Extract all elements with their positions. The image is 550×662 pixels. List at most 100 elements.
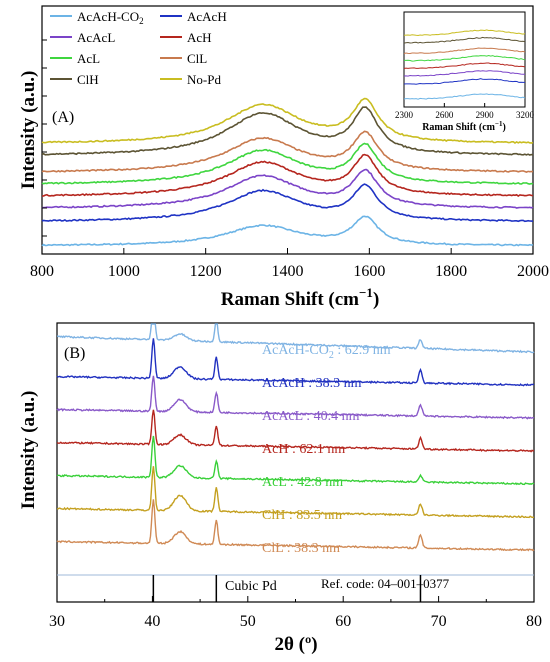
xrd-series-label-name: AcH (262, 442, 288, 457)
xrd-series-label-name: ClL (262, 541, 283, 556)
xrd-series-label-size: : 62.9 nm (334, 343, 391, 358)
xrd-series-label-name: AcAcH-CO (262, 343, 329, 358)
xrd-series-label-size: : 83.5 nm (285, 508, 342, 523)
panel-a-series-group (41, 97, 534, 247)
inset-series-line-clh (403, 36, 526, 44)
xrd-series-label-size: : 42.8 nm (286, 475, 343, 490)
xrd-series-line-ach (56, 409, 535, 453)
xrd-series-label: AcH : 62.1 nm (262, 442, 345, 457)
panel-a-x-axis-title-main: Raman Shift (cm (221, 289, 359, 310)
legend-label: AcH (187, 30, 212, 45)
xrd-series-label-size: : 38.3 nm (305, 376, 362, 391)
reference-stick-pattern (152, 575, 422, 602)
inset-series-line-ach (403, 62, 526, 69)
inset-series-line-cll (403, 47, 526, 55)
panel-b-y-axis-title: Intensity (a.u.) (18, 391, 39, 510)
xrd-series-label-size: : 62.1 nm (288, 442, 345, 457)
xrd-series-label: ClL : 38.3 nm (262, 541, 340, 556)
x-tick-label: 50 (240, 613, 256, 630)
inset-tick-label: 3200 (516, 110, 535, 120)
series-line-acacl (41, 168, 534, 209)
inset-x-ticks: 2300 2600 2900 3200 (395, 103, 535, 120)
x-tick-label: 60 (335, 613, 351, 630)
xrd-series-line-acach (56, 338, 535, 387)
series-line-cll (41, 130, 533, 173)
x-tick-label: 1000 (108, 263, 140, 280)
legend-label-sub: 2 (139, 16, 144, 26)
panel-b-plot-frame (56, 322, 535, 603)
xrd-series-line-clh (56, 466, 535, 519)
xrd-series-label-name: ClH (262, 508, 285, 523)
xrd-series-label: ClH : 83.5 nm (262, 508, 342, 523)
panel-b-series-labels: AcAcH-CO2 : 62.9 nm AcAcH : 38.3 nm AcAcL … (262, 343, 391, 556)
panel-b-series-group (56, 323, 535, 552)
x-tick-label: 70 (431, 613, 447, 630)
inset-tick-label: 2600 (435, 110, 454, 120)
panel-a-x-axis-title-sup: −1 (359, 285, 373, 300)
x-tick-label: 1400 (272, 263, 304, 280)
xrd-series-label: AcAcH : 38.3 nm (262, 376, 362, 391)
inset-x-axis-title-main: Raman Shift (cm (422, 122, 495, 133)
panel-b-label: (B) (64, 345, 85, 362)
xrd-series-label-name: AcAcH (262, 376, 305, 391)
xrd-series-label: AcAcL : 40.4 nm (262, 409, 360, 424)
series-line-acl (41, 142, 534, 185)
inset-tick-label: 2300 (395, 110, 414, 120)
series-line-no-pd (41, 97, 534, 144)
xrd-series-label-sub: 2 (329, 350, 334, 361)
panel-b-x-ticks: 30 40 50 60 70 80 (49, 596, 542, 630)
xrd-series-label-name: AcL (262, 475, 286, 490)
legend-label: AcAcH (187, 9, 227, 24)
series-line-ach (41, 153, 534, 197)
xrd-series-line-cll (56, 499, 535, 552)
panel-a-y-axis-title: Intensity (a.u.) (18, 71, 39, 190)
inset-series-line-acach (403, 78, 525, 85)
inset-series-line-acl (404, 54, 526, 62)
legend-label: AcL (77, 51, 100, 66)
x-tick-label: 1200 (190, 263, 222, 280)
reference-code: Ref. code: 04–001–0377 (321, 576, 450, 591)
xrd-series-label: AcAcH-CO2 : 62.9 nm (262, 343, 391, 361)
panel-a-x-axis-title-tail: ) (373, 289, 379, 310)
inset-frame (403, 11, 526, 108)
legend-label: ClL (187, 51, 207, 66)
inset-series-line-acacl (403, 70, 525, 77)
panel-a-inset: 2300 2600 2900 3200 Raman Shift (cm−1) (395, 11, 535, 133)
inset-series-group (403, 29, 526, 100)
x-tick-label: 1600 (353, 263, 385, 280)
inset-series-line-acach-co2 (403, 93, 526, 100)
panel-a-label: (A) (52, 109, 74, 126)
x-tick-label: 40 (144, 613, 160, 630)
panel-a-x-ticks: 800 1000 1200 1400 1600 1800 2000 (30, 39, 549, 280)
panel-a-x-axis-title: Raman Shift (cm−1) (221, 285, 380, 310)
series-line-clh (41, 106, 534, 156)
panel-a-raman-chart: 800 1000 1200 1400 1600 1800 2000 (A) AcAcH-CO… (18, 5, 549, 310)
legend-label: ClH (77, 72, 99, 87)
inset-tick-label: 2900 (476, 110, 495, 120)
inset-x-axis-title-tail: ) (502, 122, 505, 133)
xrd-series-label: AcL : 42.8 nm (262, 475, 343, 490)
legend-label: AcAcH-CO2 (77, 9, 144, 26)
panel-b-x-axis-title: 2θ (º) (274, 634, 317, 655)
xrd-series-line-acacl (56, 375, 535, 420)
legend-label: No-Pd (187, 72, 221, 87)
panel-b-xrd-chart: AcAcH-CO2 : 62.9 nm AcAcH : 38.3 nm AcAcL … (18, 322, 542, 655)
x-tick-label: 80 (526, 613, 542, 630)
inset-x-axis-title-sup: −1 (495, 120, 503, 128)
xrd-series-label-size: : 38.3 nm (283, 541, 340, 556)
x-tick-label: 800 (30, 263, 54, 280)
xrd-series-line-acl (56, 435, 535, 486)
panel-a-legend: AcAcH-CO2 AcAcH AcAcL AcH AcL ClL ClH No-Pd (50, 9, 227, 87)
xrd-series-line-acach-co (56, 323, 535, 354)
x-tick-label: 30 (49, 613, 65, 630)
xrd-series-label-size: : 40.4 nm (303, 409, 360, 424)
inset-x-axis-title: Raman Shift (cm−1) (422, 120, 506, 133)
reference-label: Cubic Pd (225, 579, 277, 594)
xrd-series-label-name: AcAcL (262, 409, 303, 424)
x-tick-label: 2000 (517, 263, 549, 280)
x-tick-label: 1800 (435, 263, 467, 280)
series-line-acach-co2 (41, 215, 534, 247)
series-line-acach (41, 183, 534, 223)
legend-label: AcAcL (77, 30, 115, 45)
